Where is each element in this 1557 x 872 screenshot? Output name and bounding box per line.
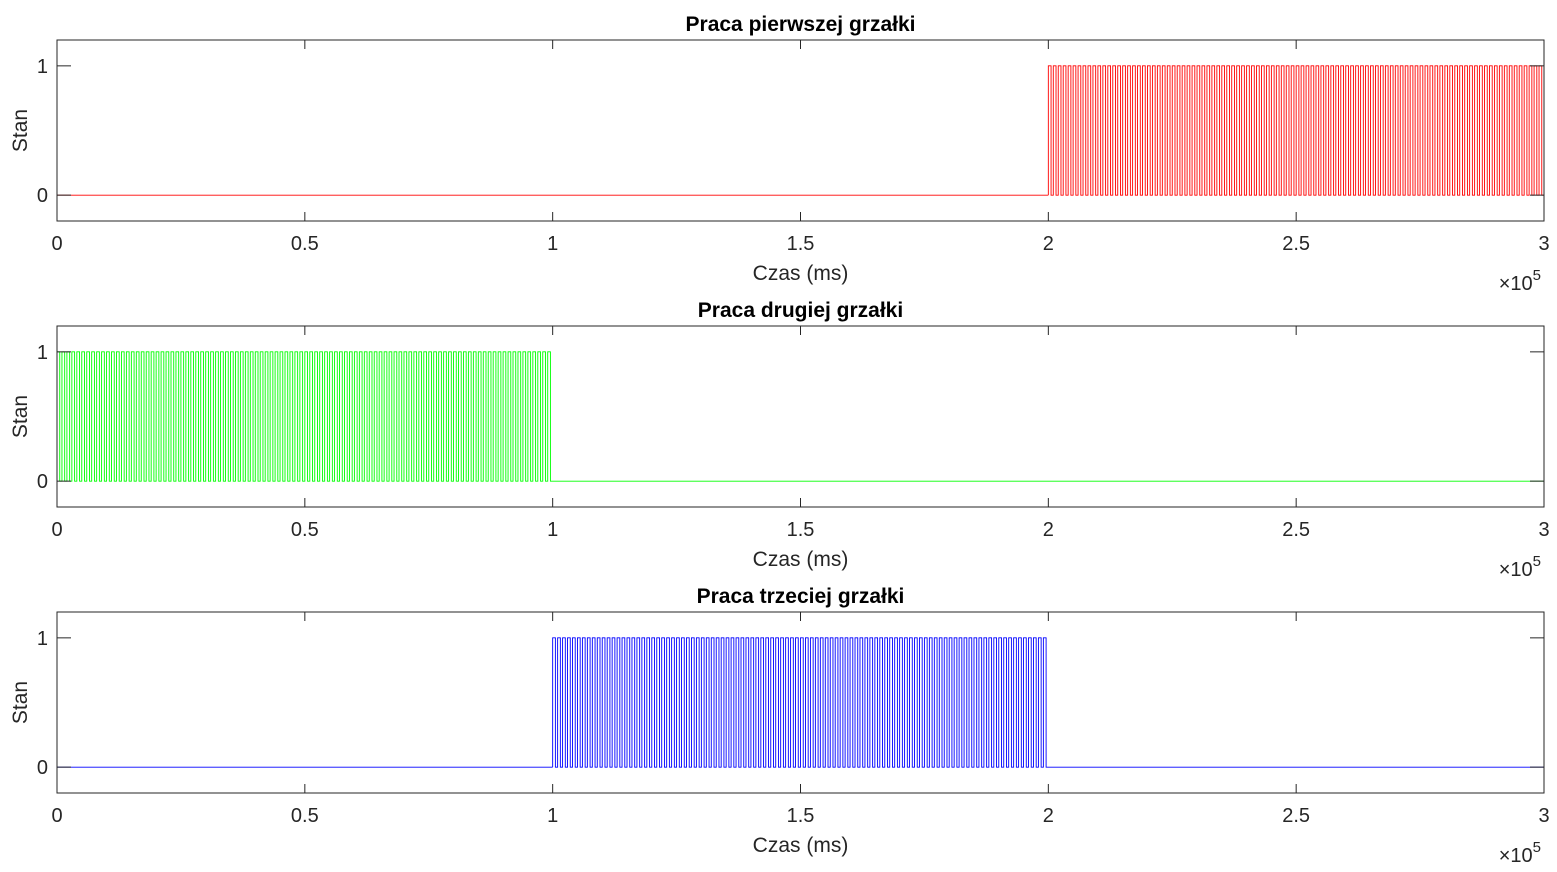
x-tick-label: 2.5: [1282, 519, 1310, 541]
x-axis-label: Czas (ms): [753, 262, 849, 285]
chart-title: Praca trzeciej grzałki: [697, 585, 905, 608]
x-exponent-base: ×10: [1499, 273, 1533, 295]
x-exponent-label: ×105: [1499, 839, 1541, 867]
y-tick-label: 0: [37, 757, 48, 779]
series-line-1: [57, 65, 1544, 196]
x-exponent-label: ×105: [1499, 553, 1541, 581]
x-axis-label: Czas (ms): [753, 548, 849, 571]
x-tick-label: 2: [1043, 805, 1054, 827]
y-tick-label: 1: [37, 342, 48, 364]
x-tick-label: 0.5: [291, 519, 319, 541]
x-tick-label: 0.5: [291, 233, 319, 255]
y-tick-label: 1: [37, 56, 48, 78]
x-tick-label: 3: [1538, 805, 1549, 827]
chart-title: Praca drugiej grzałki: [698, 299, 903, 322]
y-axis-label: Stan: [9, 395, 32, 438]
x-tick-label: 3: [1538, 519, 1549, 541]
chart-title: Praca pierwszej grzałki: [686, 13, 916, 36]
x-exponent-base: ×10: [1499, 559, 1533, 581]
x-tick-label: 1.5: [787, 805, 815, 827]
y-tick-label: 1: [37, 628, 48, 650]
x-tick-label: 2: [1043, 233, 1054, 255]
y-axis-label: Stan: [9, 109, 32, 152]
x-tick-label: 1.5: [787, 519, 815, 541]
subplot-1: 0 0.5 1 1.5 2 2.5 3 0 1 Praca pierwszej grzałki Cz…: [9, 13, 1550, 295]
x-tick-label: 0: [51, 519, 62, 541]
x-tick-label: 2.5: [1282, 233, 1310, 255]
subplot-3: 0 0.5 1 1.5 2 2.5 3 0 1 Praca trzeciej grzałki Cza…: [9, 585, 1550, 867]
x-tick-label: 0: [51, 805, 62, 827]
x-tick-label: 2.5: [1282, 805, 1310, 827]
subplot-2: 0 0.5 1 1.5 2 2.5 3 0 1 Praca drugiej grzałki Czas…: [9, 299, 1550, 581]
y-tick-label: 0: [37, 185, 48, 207]
x-exponent-power: 5: [1533, 839, 1541, 856]
x-tick-label: 0: [51, 233, 62, 255]
x-axis-label: Czas (ms): [753, 834, 849, 857]
x-tick-label: 1: [547, 805, 558, 827]
x-tick-label: 3: [1538, 233, 1549, 255]
x-exponent-base: ×10: [1499, 845, 1533, 867]
x-tick-label: 0.5: [291, 805, 319, 827]
x-exponent-label: ×105: [1499, 267, 1541, 295]
y-tick-label: 0: [37, 471, 48, 493]
x-exponent-power: 5: [1533, 267, 1541, 284]
y-axis-label: Stan: [9, 681, 32, 724]
x-tick-label: 1.5: [787, 233, 815, 255]
x-tick-label: 2: [1043, 519, 1054, 541]
x-tick-label: 1: [547, 519, 558, 541]
series-line-3: [57, 637, 1544, 768]
x-exponent-power: 5: [1533, 553, 1541, 570]
series-line-2: [56, 351, 1544, 482]
x-tick-label: 1: [547, 233, 558, 255]
